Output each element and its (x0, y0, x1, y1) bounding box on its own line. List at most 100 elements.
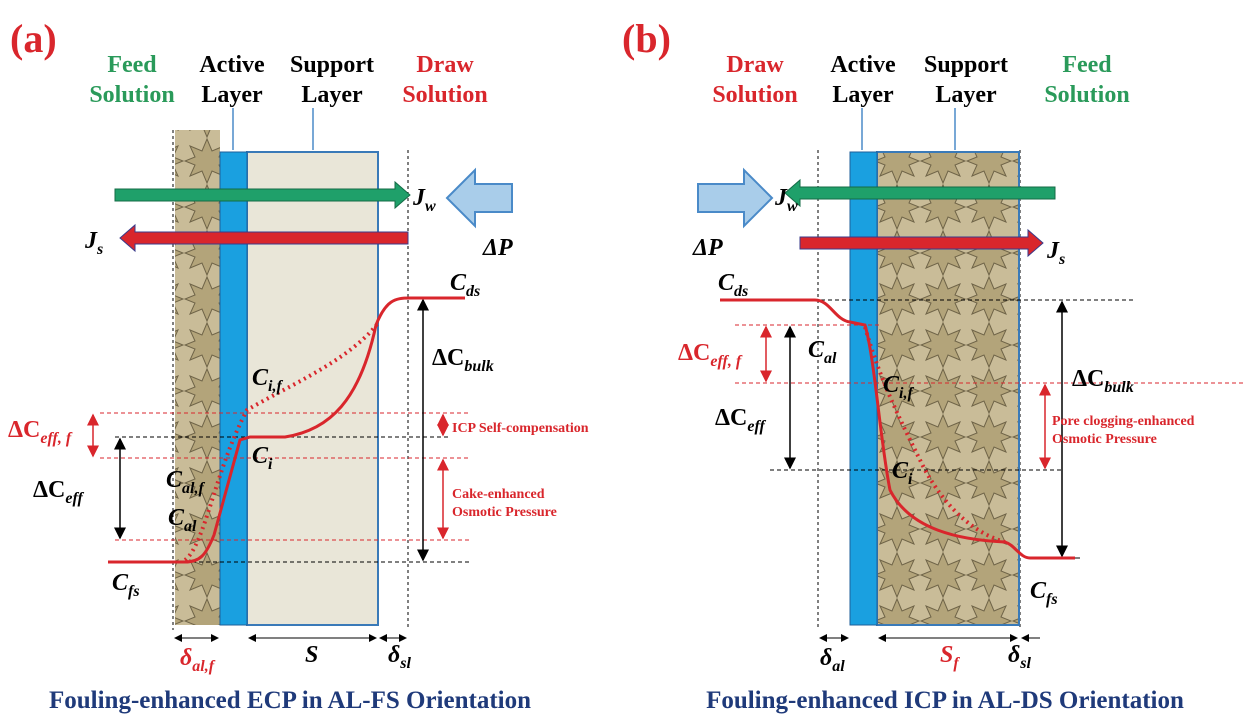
layer (175, 130, 220, 625)
label-part: eff (747, 418, 766, 435)
label-part: Solution (1044, 82, 1129, 108)
label-part: bulk (464, 358, 493, 375)
label-part: Support (924, 52, 1008, 78)
label-part: C (252, 365, 269, 391)
symbol: Cfs (1030, 578, 1058, 608)
label-part: Active (199, 52, 265, 78)
symbol: Js (84, 228, 103, 258)
symbol: δsl (388, 642, 412, 672)
label-part: C (252, 443, 269, 469)
symbol: Js (1046, 238, 1065, 268)
symbol: δal,f (180, 645, 216, 675)
caption: Fouling-enhanced ECP in AL-FS Orientatio… (49, 687, 531, 714)
label-part: Layer (201, 82, 263, 108)
arrow (447, 170, 512, 226)
label-part: s (1058, 251, 1065, 268)
label-part: s (96, 241, 103, 258)
label-part: Solution (402, 82, 487, 108)
label-part: C (168, 505, 185, 531)
label-part: eff, f (40, 430, 72, 447)
label-part: δ (1008, 642, 1020, 668)
body: {"panels": [ {"label": "(a)", "headers":… (0, 0, 1253, 722)
label-part: eff, f (710, 353, 742, 370)
note: Pore clogging-enhancedOsmotic Pressure (1052, 414, 1195, 447)
label-part: ΔC (33, 477, 65, 503)
label-part: al,f (182, 480, 205, 497)
page: Fouling-enhanced ECP and ICP body { marg… (0, 0, 1253, 722)
symbol: ΔCeff, f (8, 417, 73, 447)
symbol: δal (820, 645, 845, 675)
label-part: ds (734, 283, 748, 300)
label-part: Active (830, 52, 896, 78)
symbol: ΔP (482, 235, 513, 261)
label-part: δ (180, 645, 192, 671)
label-part: al (832, 658, 845, 675)
label-part: ΔC (1072, 366, 1104, 392)
label-part: C (883, 372, 900, 398)
label-part: Pore clogging-enhanced (1052, 414, 1195, 429)
label-part: J (1046, 238, 1060, 264)
panel-label: (a) (10, 16, 57, 61)
diagram: (a) FeedSolution ActiveLayer SupportLaye… (0, 0, 1253, 722)
label-part: ΔC (715, 405, 747, 431)
symbol: Cfs (112, 570, 140, 600)
label-part: C (808, 337, 825, 363)
label-part: S (940, 642, 953, 668)
symbol: Cds (718, 270, 748, 300)
header: SupportLayer (290, 52, 374, 108)
layer (220, 152, 247, 625)
symbol: ΔCeff, f (678, 340, 743, 370)
symbol: ΔCeff (715, 405, 767, 435)
label-part: eff (65, 490, 84, 507)
layer (850, 152, 877, 625)
note: Cake-enhanced Osmotic Pressure (452, 487, 557, 520)
label-part: fs (1046, 591, 1058, 608)
label-part: i,f (899, 385, 914, 402)
header: Active Layer (199, 52, 265, 108)
label-part: C (166, 467, 183, 493)
panel-label: (b) (622, 16, 671, 61)
label-part: ΔC (432, 345, 464, 371)
label-part: J (412, 185, 426, 211)
label-part: sl (399, 655, 411, 672)
symbol: S (305, 642, 318, 668)
label-part: al (824, 350, 837, 367)
label-part: J (774, 185, 788, 211)
label-part: C (892, 458, 909, 484)
symbol: Cds (450, 270, 480, 300)
label-part: Feed (107, 52, 157, 78)
label-part: Cake-enhanced (452, 487, 545, 502)
label-part: ΔC (678, 340, 710, 366)
label-part: al (184, 518, 197, 535)
header: Draw Solution (402, 52, 487, 108)
label-part: δ (388, 642, 400, 668)
label-part: bulk (1104, 379, 1133, 396)
caption: Fouling-enhanced ICP in AL-DS Orientatio… (706, 687, 1184, 714)
arrow (698, 170, 772, 226)
symbol: ΔCbulk (1072, 366, 1134, 396)
symbol: ΔP (692, 235, 723, 261)
label-part: ds (466, 283, 480, 300)
symbol: Cal (808, 337, 837, 367)
label-part: Solution (89, 82, 174, 108)
symbol: Sf (940, 642, 960, 672)
label-part: i (268, 456, 273, 473)
label-part: δ (820, 645, 832, 671)
label-part: fs (128, 583, 140, 600)
symbol: δsl (1008, 642, 1032, 672)
symbol: ΔCeff (33, 477, 85, 507)
label-part: w (787, 198, 798, 215)
symbol: ΔCbulk (432, 345, 494, 375)
label-part: Layer (301, 82, 363, 108)
label-part: C (450, 270, 467, 296)
label-part: C (1030, 578, 1047, 604)
label-part: C (718, 270, 735, 296)
label-part: sl (1019, 655, 1031, 672)
label-part: ΔC (8, 417, 40, 443)
label-part: Draw (416, 52, 474, 78)
label-part: Osmotic Pressure (452, 505, 557, 520)
